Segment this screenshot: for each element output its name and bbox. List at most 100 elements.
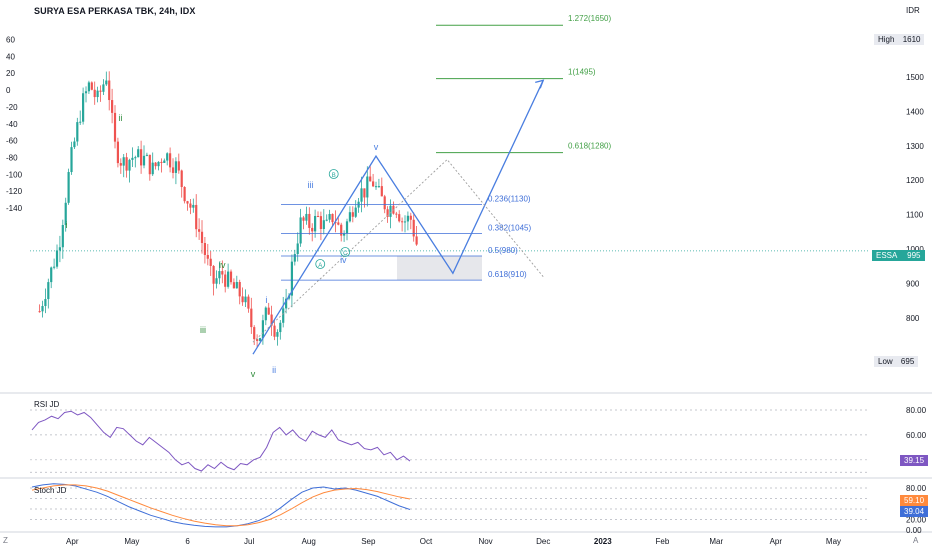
candle-body [218, 271, 221, 279]
x-axis-tick: Aug [302, 537, 316, 546]
candle-body [203, 243, 207, 255]
candle-body [105, 80, 108, 85]
fib-extension-label: 1.272(1650) [568, 14, 611, 23]
candle-body [337, 222, 340, 225]
wave-label-blue: A [318, 263, 322, 269]
candle-body [401, 221, 404, 223]
candle-body [50, 267, 53, 283]
stoch-axis-tick: 80.00 [906, 484, 927, 493]
left-axis-tick: 20 [6, 69, 15, 78]
candle-body [160, 161, 163, 163]
candle-body [360, 188, 363, 202]
right-axis-tick: 1100 [906, 211, 924, 220]
left-axis-tick: -80 [6, 154, 18, 163]
candle-body [64, 202, 67, 226]
chart-title: SURYA ESA PERKASA TBK, 24h, IDX [34, 6, 196, 16]
candle-body [380, 186, 383, 197]
candle-body [386, 209, 389, 217]
candle-body [200, 231, 204, 244]
candle-body [395, 213, 398, 215]
candle-body [331, 213, 334, 223]
candle-body [93, 89, 96, 98]
candle-body [198, 229, 201, 232]
rsi-pane-label: RSI JD [34, 400, 60, 409]
candle-body [134, 157, 137, 159]
last-price-tag: ESSA 995 [872, 250, 925, 261]
rsi-axis-tick: 80.00 [906, 406, 927, 415]
stoch-axis-tick: 20.00 [906, 516, 927, 525]
candle-body [119, 163, 122, 166]
candle-body [84, 91, 88, 94]
fib-extension-label: 1(1495) [568, 68, 596, 77]
left-axis-tick: -140 [6, 204, 23, 213]
fib-extension-label: 0.618(1280) [568, 142, 611, 151]
candle-body [270, 314, 273, 326]
candle-body [241, 296, 244, 303]
candle-body [128, 159, 131, 171]
candle-body [409, 215, 412, 220]
x-axis-tick: Sep [361, 537, 376, 546]
candle-body [247, 296, 250, 309]
candle-body [319, 216, 323, 229]
candle-body [412, 219, 415, 237]
x-axis-tick: Apr [66, 537, 79, 546]
candle-body [157, 161, 160, 167]
left-axis-tick: 60 [6, 36, 15, 45]
fib-retrace-label: 0.382(1045) [488, 224, 531, 233]
wave-label-blue: C [343, 251, 348, 257]
candle-body [41, 306, 44, 312]
candle-body [122, 157, 125, 166]
candle-body [403, 221, 407, 223]
candle-body [227, 271, 230, 287]
candle-body [195, 204, 198, 230]
candle-body [363, 188, 366, 198]
zoom-icon[interactable]: Z [3, 536, 8, 545]
x-axis-tick: May [826, 537, 841, 546]
candle-body [256, 339, 259, 341]
candle-body [369, 176, 372, 182]
candle-body [290, 261, 294, 296]
candle-body [79, 121, 82, 123]
left-axis-tick: -40 [6, 120, 18, 129]
candle-body [140, 149, 143, 166]
right-axis-tick: 1300 [906, 142, 924, 151]
right-axis-tick: 1000 [906, 245, 924, 254]
x-axis-tick: Jul [244, 537, 254, 546]
left-axis-tick: -100 [6, 170, 23, 179]
candle-body [302, 217, 305, 221]
candle-body [273, 325, 276, 337]
wave-label-green: iii [200, 325, 206, 335]
left-axis-tick: -20 [6, 103, 18, 112]
candle-body [348, 212, 352, 222]
candle-body [285, 298, 288, 309]
candle-body [316, 215, 320, 217]
candle-body [296, 243, 299, 255]
x-axis-tick: Apr [770, 537, 783, 546]
candle-body [258, 338, 262, 341]
wave-label-blue: iv [340, 255, 347, 265]
candle-body [163, 160, 166, 163]
candle-body [276, 332, 279, 337]
wave-projection-line [252, 80, 544, 355]
wave-label-green: ii [118, 113, 122, 123]
wave-label-blue: ii [272, 365, 276, 375]
candle-body [299, 217, 302, 244]
candle-body [183, 186, 186, 202]
candle-body [38, 311, 41, 313]
x-axis-tick: 6 [185, 537, 190, 546]
candle-body [113, 112, 117, 142]
wave-circle-label [328, 169, 339, 179]
fib-retrace-label: 0.618(910) [488, 270, 527, 279]
rsi-axis-tick: 60.00 [906, 431, 927, 440]
candle-body [145, 154, 149, 156]
auto-scale-icon[interactable]: A [913, 536, 919, 545]
fib-retrace-label: 0.236(1130) [488, 194, 531, 203]
high-label: High [878, 35, 895, 44]
x-axis-tick: May [124, 537, 139, 546]
candle-body [102, 84, 105, 92]
candle-body [53, 266, 56, 268]
stoch-axis-tick: 0.00 [906, 526, 922, 535]
candle-body [154, 162, 157, 167]
candle-body [47, 282, 50, 300]
